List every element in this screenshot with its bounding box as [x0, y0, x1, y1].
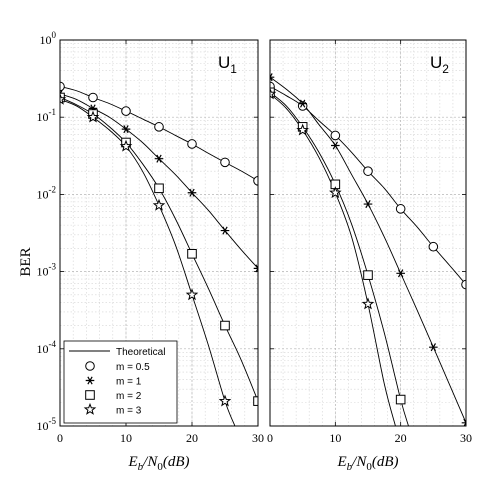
markers-u2: [270, 73, 466, 426]
legend-marker-square: [85, 390, 95, 400]
legend-marker-star: [83, 402, 97, 415]
data-point-asterisk: [298, 99, 307, 108]
legend-entry-label: m = 1: [116, 377, 142, 388]
data-point-square: [363, 270, 373, 280]
x-tick-label: 20: [186, 431, 198, 445]
panel-u2: 0 10 20 30 U2: [267, 39, 472, 445]
ticks-u1: 0 10 20 30 100 10-1 10-2 10-3 10-4 10-5: [37, 30, 265, 445]
data-point-asterisk: [396, 269, 405, 278]
x-tick-label: 10: [120, 431, 132, 445]
data-point-circle: [154, 122, 164, 132]
panel-title-u1: U1: [218, 53, 237, 76]
panel-title-subscript: 1: [230, 62, 237, 76]
data-point-square: [220, 320, 230, 331]
legend-entries: m = 0.5 m = 1 m = 2 m = 3: [83, 361, 150, 417]
data-point-circle: [330, 130, 341, 141]
data-point-circle: [461, 279, 466, 290]
y-tick-label: 10-5: [37, 416, 57, 433]
x-tick-label: 0: [57, 431, 63, 445]
data-point-asterisk: [220, 226, 230, 235]
y-tick-label: 10-1: [37, 107, 57, 124]
data-point-square: [187, 249, 197, 259]
data-point-square: [395, 394, 406, 405]
data-point-circle: [88, 92, 98, 103]
axes-frame-u2: [269, 39, 467, 427]
data-point-asterisk: [154, 154, 164, 163]
data-point-star: [152, 198, 166, 211]
data-point-asterisk: [187, 188, 197, 197]
legend: Theoretical m = 0.5 m = 1 m = 2 m = 3: [63, 340, 178, 424]
data-point-asterisk: [429, 343, 438, 352]
legend-entry-label: m = 0.5: [116, 362, 150, 373]
data-point-star: [361, 297, 375, 310]
legend-marker-asterisk: [85, 376, 95, 385]
data-point-asterisk: [88, 104, 98, 113]
x-tick-label: 10: [329, 431, 341, 445]
y-tick-label: 10-4: [37, 339, 57, 356]
x-axis-label-u1: Eb/N0(dB): [127, 454, 189, 473]
panel-title-letter: U: [218, 53, 230, 72]
panel-title-subscript: 2: [442, 62, 449, 76]
axes-frame-u1: [59, 39, 259, 427]
data-point-square: [154, 183, 164, 194]
legend-entry-label: m = 2: [116, 391, 142, 402]
data-point-asterisk: [331, 141, 340, 150]
data-point-star: [86, 110, 100, 123]
x-tick-label: 30: [460, 431, 472, 445]
data-point-star: [119, 139, 133, 152]
data-point-circle: [187, 139, 197, 149]
panel-u1: 0 10 20 30 100 10-1 10-2 10-3 10-4 10-5 U1: [37, 30, 265, 445]
ticks-u2: 0 10 20 30: [267, 39, 472, 445]
legend-box: [63, 340, 178, 424]
panel-title-letter: U: [430, 53, 442, 72]
data-point-circle: [363, 166, 373, 176]
y-tick-label: 10-3: [37, 262, 57, 279]
legend-entry-label: m = 3: [116, 406, 142, 417]
data-point-star: [218, 394, 232, 407]
data-point-circle: [395, 204, 406, 214]
x-tick-label: 30: [252, 431, 264, 445]
legend-marker-circle: [85, 361, 95, 371]
x-tick-label: 0: [267, 431, 273, 445]
y-tick-label: 100: [40, 30, 57, 47]
x-axis-label-u2: Eb/N0(dB): [336, 454, 398, 473]
data-point-circle: [121, 106, 131, 116]
data-point-circle: [428, 241, 439, 252]
data-point-star: [185, 288, 199, 301]
data-point-asterisk: [121, 125, 131, 134]
data-point-star: [270, 87, 277, 100]
data-point-circle: [220, 157, 230, 168]
y-axis-label: BER: [18, 247, 34, 276]
legend-theoretical-label: Theoretical: [116, 347, 165, 358]
data-point-asterisk: [363, 200, 373, 209]
data-point-star: [60, 92, 67, 105]
data-point-star: [329, 186, 342, 199]
x-tick-label: 20: [395, 431, 407, 445]
data-point-star: [296, 123, 309, 136]
y-tick-label: 10-2: [37, 184, 57, 201]
theoretical-curve-series-2: [270, 91, 409, 426]
panel-title-u2: U2: [430, 53, 449, 76]
